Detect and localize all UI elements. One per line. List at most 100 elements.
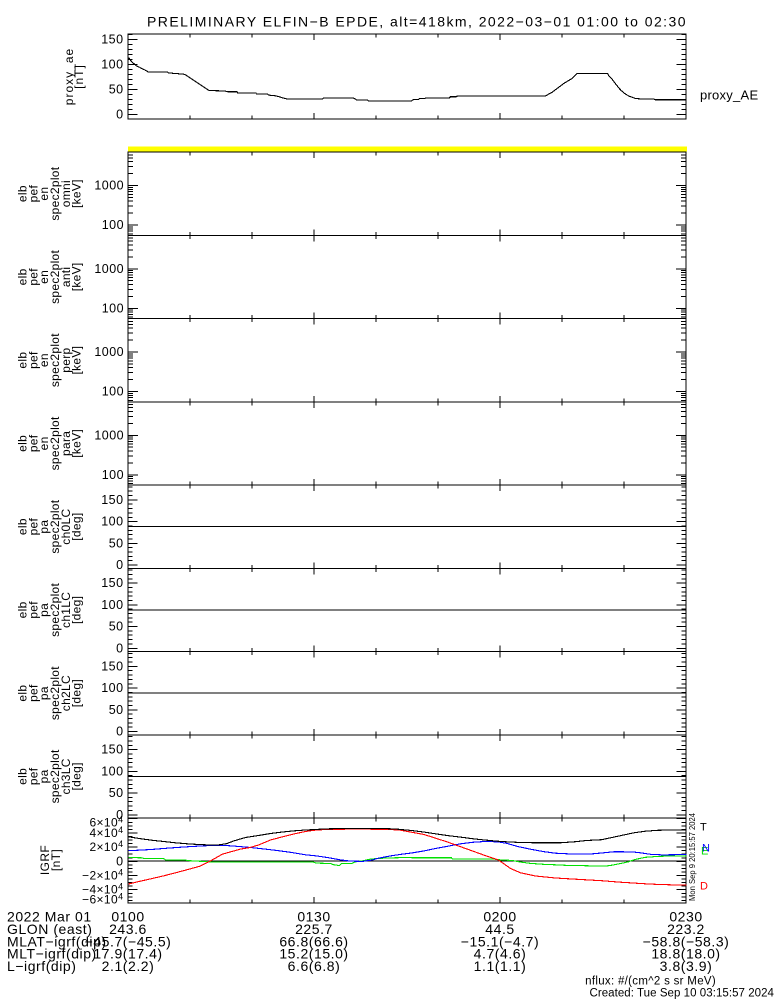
svg-text:proxy_ae: proxy_ae (62, 48, 76, 105)
svg-text:pa: pa (37, 686, 51, 700)
svg-text:pa: pa (37, 603, 51, 617)
svg-text:1000: 1000 (94, 345, 124, 359)
svg-text:3.8(3.9): 3.8(3.9) (660, 958, 713, 974)
svg-text:[keV]: [keV] (70, 346, 84, 375)
svg-text:100: 100 (101, 515, 123, 529)
svg-text:0100: 0100 (111, 909, 144, 925)
svg-text:omni: omni (59, 180, 73, 207)
svg-text:100: 100 (102, 301, 124, 315)
svg-text:pef: pef (26, 767, 40, 785)
svg-text:pef: pef (26, 351, 40, 369)
svg-text:4.7(4.6): 4.7(4.6) (474, 946, 527, 962)
svg-text:spec2plot: spec2plot (48, 333, 62, 387)
svg-text:pef: pef (26, 601, 40, 619)
svg-text:2022 Mar 01: 2022 Mar 01 (7, 909, 92, 925)
svg-text:[nT]: [nT] (49, 849, 63, 871)
svg-text:1000: 1000 (94, 428, 124, 442)
svg-text:0200: 0200 (483, 909, 516, 925)
svg-text:en: en (37, 353, 51, 367)
svg-text:PRELIMINARY ELFIN−B EPDE, alt=: PRELIMINARY ELFIN−B EPDE, alt=418km, 202… (147, 14, 687, 30)
svg-text:44.5: 44.5 (485, 921, 514, 937)
svg-text:ch0LC: ch0LC (59, 508, 73, 544)
svg-text:1000: 1000 (94, 179, 124, 193)
svg-text:en: en (37, 187, 51, 201)
svg-text:MLAT−igrf(dip): MLAT−igrf(dip) (7, 933, 107, 949)
svg-text:en: en (37, 436, 51, 450)
svg-text:[deg]: [deg] (70, 762, 84, 790)
svg-text:0: 0 (116, 854, 123, 868)
svg-text:100: 100 (101, 598, 123, 612)
svg-text:50: 50 (109, 786, 124, 800)
svg-text:100: 100 (101, 58, 123, 72)
svg-text:0: 0 (116, 641, 123, 655)
svg-text:Mon Sep 9 20:15:57 2024: Mon Sep 9 20:15:57 2024 (688, 812, 697, 901)
svg-text:spec2plot: spec2plot (48, 166, 62, 220)
svg-text:elb: elb (16, 601, 30, 618)
svg-text:15.2(15.0): 15.2(15.0) (279, 946, 348, 962)
svg-text:150: 150 (101, 576, 123, 590)
svg-text:0: 0 (116, 108, 123, 122)
svg-text:[keV]: [keV] (70, 179, 84, 208)
svg-text:ch3LC: ch3LC (59, 758, 73, 794)
svg-text:spec2plot: spec2plot (48, 749, 62, 803)
svg-text:pef: pef (26, 434, 40, 452)
svg-text:elb: elb (16, 518, 30, 535)
svg-text:ch2LC: ch2LC (59, 675, 73, 711)
svg-text:spec2plot: spec2plot (48, 582, 62, 636)
svg-text:−6×104: −6×104 (82, 891, 123, 906)
svg-text:0: 0 (116, 725, 123, 739)
svg-text:0: 0 (116, 558, 123, 572)
svg-text:17.9(17.4): 17.9(17.4) (93, 946, 162, 962)
svg-text:50: 50 (109, 620, 124, 634)
svg-text:N: N (702, 843, 710, 855)
svg-text:pa: pa (37, 520, 51, 534)
svg-text:100: 100 (102, 468, 124, 482)
svg-text:elb: elb (16, 768, 30, 785)
svg-text:0230: 0230 (669, 909, 702, 925)
svg-text:100: 100 (101, 764, 123, 778)
svg-text:225.7: 225.7 (295, 921, 333, 937)
svg-text:[keV]: [keV] (70, 262, 84, 291)
svg-text:anti: anti (59, 267, 73, 288)
svg-text:100: 100 (101, 681, 123, 695)
svg-text:IGRF: IGRF (38, 845, 52, 875)
svg-text:E: E (701, 846, 709, 858)
svg-text:ch1LC: ch1LC (59, 592, 73, 628)
svg-text:[deg]: [deg] (70, 596, 84, 624)
svg-text:6×104: 6×104 (89, 814, 123, 829)
svg-text:elb: elb (16, 352, 30, 369)
svg-text:spec2plot: spec2plot (48, 499, 62, 553)
svg-text:GLON (east): GLON (east) (7, 921, 92, 937)
svg-text:1.1(1.1): 1.1(1.1) (474, 958, 527, 974)
svg-text:0: 0 (116, 808, 123, 822)
svg-text:50: 50 (109, 703, 124, 717)
svg-text:−2×104: −2×104 (82, 868, 123, 883)
svg-text:1000: 1000 (94, 262, 124, 276)
svg-text:Created: Tue Sep 10 03:15:57 2: Created: Tue Sep 10 03:15:57 2024 (589, 988, 774, 1000)
svg-text:pef: pef (26, 184, 40, 202)
svg-text:[deg]: [deg] (70, 679, 84, 707)
svg-text:spec2plot: spec2plot (48, 666, 62, 720)
svg-text:0130: 0130 (297, 909, 330, 925)
svg-text:pef: pef (26, 684, 40, 702)
svg-text:50: 50 (109, 83, 124, 97)
svg-text:para: para (59, 431, 73, 456)
svg-text:−45.7(−45.5): −45.7(−45.5) (85, 933, 172, 949)
svg-text:100: 100 (102, 218, 124, 232)
svg-text:50: 50 (109, 536, 124, 550)
svg-text:pef: pef (26, 517, 40, 535)
svg-text:223.2: 223.2 (667, 921, 705, 937)
svg-text:elb: elb (16, 268, 30, 285)
svg-text:243.6: 243.6 (109, 921, 147, 937)
svg-text:proxy_AE: proxy_AE (700, 88, 758, 103)
svg-text:perp: perp (59, 347, 73, 372)
svg-text:4×104: 4×104 (89, 825, 123, 840)
svg-text:[deg]: [deg] (70, 513, 84, 541)
svg-text:−4×104: −4×104 (82, 882, 123, 897)
svg-text:L−igrf(dip): L−igrf(dip) (7, 958, 76, 974)
svg-text:T: T (700, 822, 707, 834)
svg-text:6.6(6.8): 6.6(6.8) (288, 958, 341, 974)
svg-text:18.8(18.0): 18.8(18.0) (651, 946, 720, 962)
svg-text:66.8(66.6): 66.8(66.6) (279, 933, 348, 949)
svg-text:elb: elb (16, 685, 30, 702)
